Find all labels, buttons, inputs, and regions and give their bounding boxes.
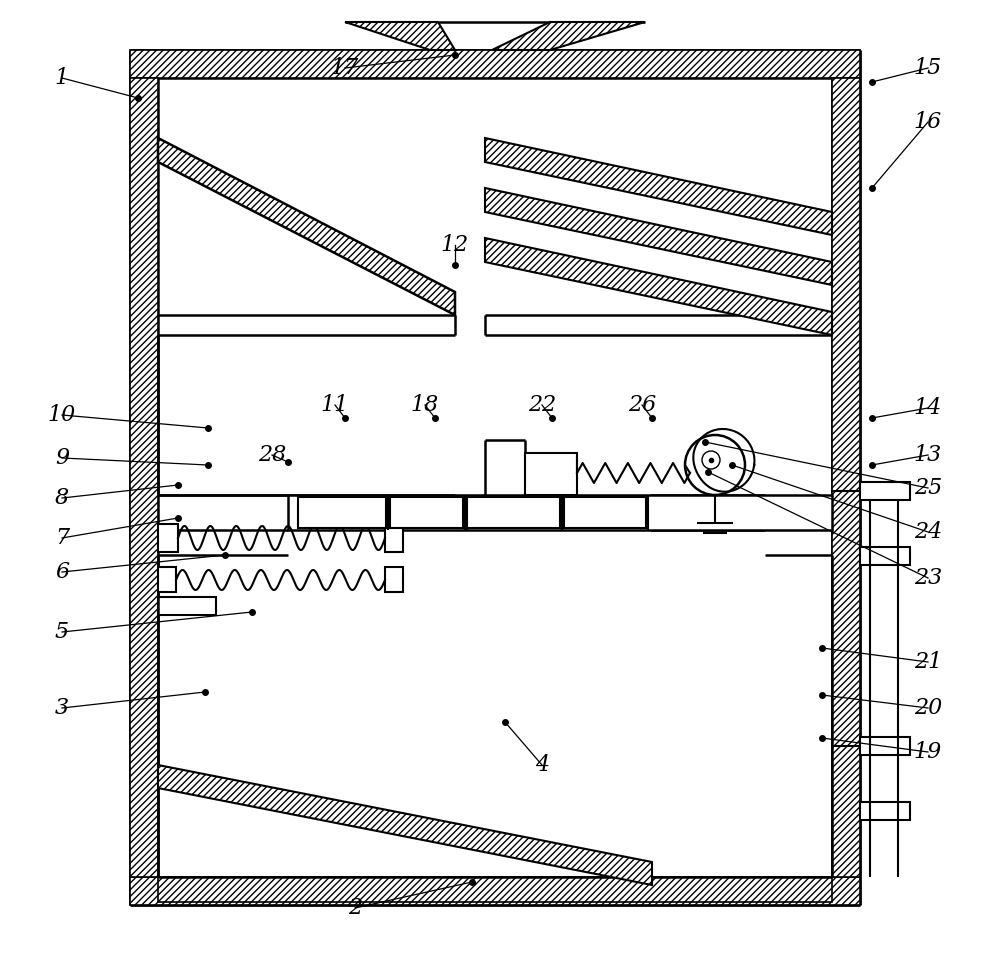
Text: 26: 26 [628, 394, 656, 416]
Text: 11: 11 [321, 394, 349, 416]
Bar [130, 78, 158, 877]
Bar [158, 877, 832, 902]
Text: 10: 10 [48, 404, 76, 426]
Text: 28: 28 [258, 444, 286, 466]
Text: 16: 16 [914, 111, 942, 133]
Bar [385, 567, 403, 592]
Bar [860, 482, 910, 500]
Text: 6: 6 [55, 561, 69, 583]
Bar [130, 50, 860, 78]
Text: 5: 5 [55, 621, 69, 643]
Text: 3: 3 [55, 697, 69, 719]
Bar [832, 78, 860, 877]
Bar [158, 567, 176, 592]
Text: 4: 4 [535, 754, 549, 776]
Bar [385, 524, 403, 552]
Polygon shape [485, 188, 832, 285]
Bar [298, 497, 386, 528]
Polygon shape [492, 22, 645, 50]
Text: 25: 25 [914, 477, 942, 499]
Polygon shape [345, 22, 455, 50]
Text: 21: 21 [914, 651, 942, 673]
Text: 12: 12 [441, 234, 469, 256]
Polygon shape [485, 238, 832, 335]
Text: 17: 17 [331, 57, 359, 79]
Polygon shape [158, 138, 455, 315]
Text: 23: 23 [914, 567, 942, 589]
Text: 20: 20 [914, 697, 942, 719]
Bar [130, 877, 860, 905]
Bar [158, 597, 216, 615]
Text: 1: 1 [55, 67, 69, 89]
Text: 7: 7 [55, 527, 69, 549]
Polygon shape [158, 765, 652, 885]
Bar [564, 497, 646, 528]
Bar [288, 495, 832, 530]
Bar [860, 802, 910, 820]
Text: 24: 24 [914, 521, 942, 543]
Text: 15: 15 [914, 57, 942, 79]
Text: 18: 18 [411, 394, 439, 416]
Polygon shape [485, 138, 832, 235]
Bar [860, 737, 910, 755]
Bar [390, 497, 463, 528]
Bar [525, 453, 577, 495]
Text: 14: 14 [914, 397, 942, 419]
Text: 8: 8 [55, 487, 69, 509]
Text: 13: 13 [914, 444, 942, 466]
Bar [860, 547, 910, 565]
Text: 9: 9 [55, 447, 69, 469]
Text: 2: 2 [348, 897, 362, 919]
Text: 22: 22 [528, 394, 556, 416]
Text: 19: 19 [914, 741, 942, 763]
Bar [158, 524, 178, 552]
Bar [467, 497, 560, 528]
